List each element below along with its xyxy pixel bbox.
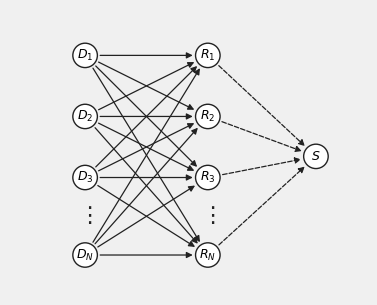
Text: $R_{N}$: $R_{N}$: [199, 247, 216, 263]
Text: $D_{N}$: $D_{N}$: [76, 247, 94, 263]
Text: $R_{1}$: $R_{1}$: [200, 48, 216, 63]
Ellipse shape: [303, 144, 328, 169]
Ellipse shape: [196, 243, 220, 267]
Text: $R_{2}$: $R_{2}$: [200, 109, 216, 124]
Text: $⋮$: $⋮$: [78, 205, 92, 227]
Ellipse shape: [196, 104, 220, 129]
Ellipse shape: [196, 165, 220, 190]
Ellipse shape: [73, 43, 97, 68]
Text: $S$: $S$: [311, 150, 321, 163]
Text: $D_{3}$: $D_{3}$: [77, 170, 93, 185]
Ellipse shape: [73, 243, 97, 267]
Text: $D_{1}$: $D_{1}$: [77, 48, 93, 63]
Text: $D_{2}$: $D_{2}$: [77, 109, 93, 124]
Ellipse shape: [196, 43, 220, 68]
Text: $R_{3}$: $R_{3}$: [200, 170, 216, 185]
Ellipse shape: [73, 165, 97, 190]
Ellipse shape: [73, 104, 97, 129]
Text: $⋮$: $⋮$: [201, 205, 215, 227]
